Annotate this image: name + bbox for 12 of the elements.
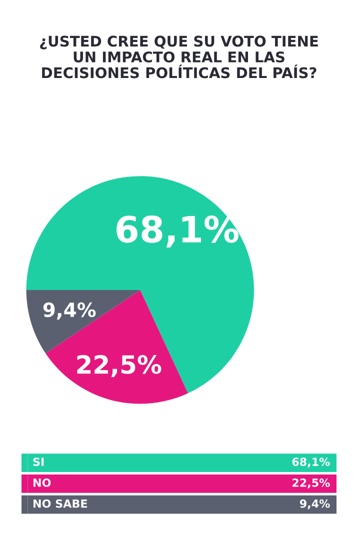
pie-slice: [26, 290, 140, 354]
data-label: 68,1%: [116, 216, 238, 248]
chart-title: ¿USTED CREE QUE SU VOTO TIENE UN IMPACTO REAL EN LAS DECISIONES POLÍTICAS DEL PAÍS?: [40, 36, 318, 78]
data-label: 9,4%: [43, 302, 96, 320]
legend-label: NO: [34, 478, 51, 487]
text: 9,4%: [300, 499, 330, 510]
pie-slice: [26, 176, 254, 394]
data-label: 22,5%: [77, 355, 162, 378]
legend-label: SI: [33, 458, 44, 466]
text: 68,1%: [292, 458, 330, 468]
text: 22,5%: [292, 478, 330, 488]
legend-label: NO SABE: [34, 499, 87, 508]
